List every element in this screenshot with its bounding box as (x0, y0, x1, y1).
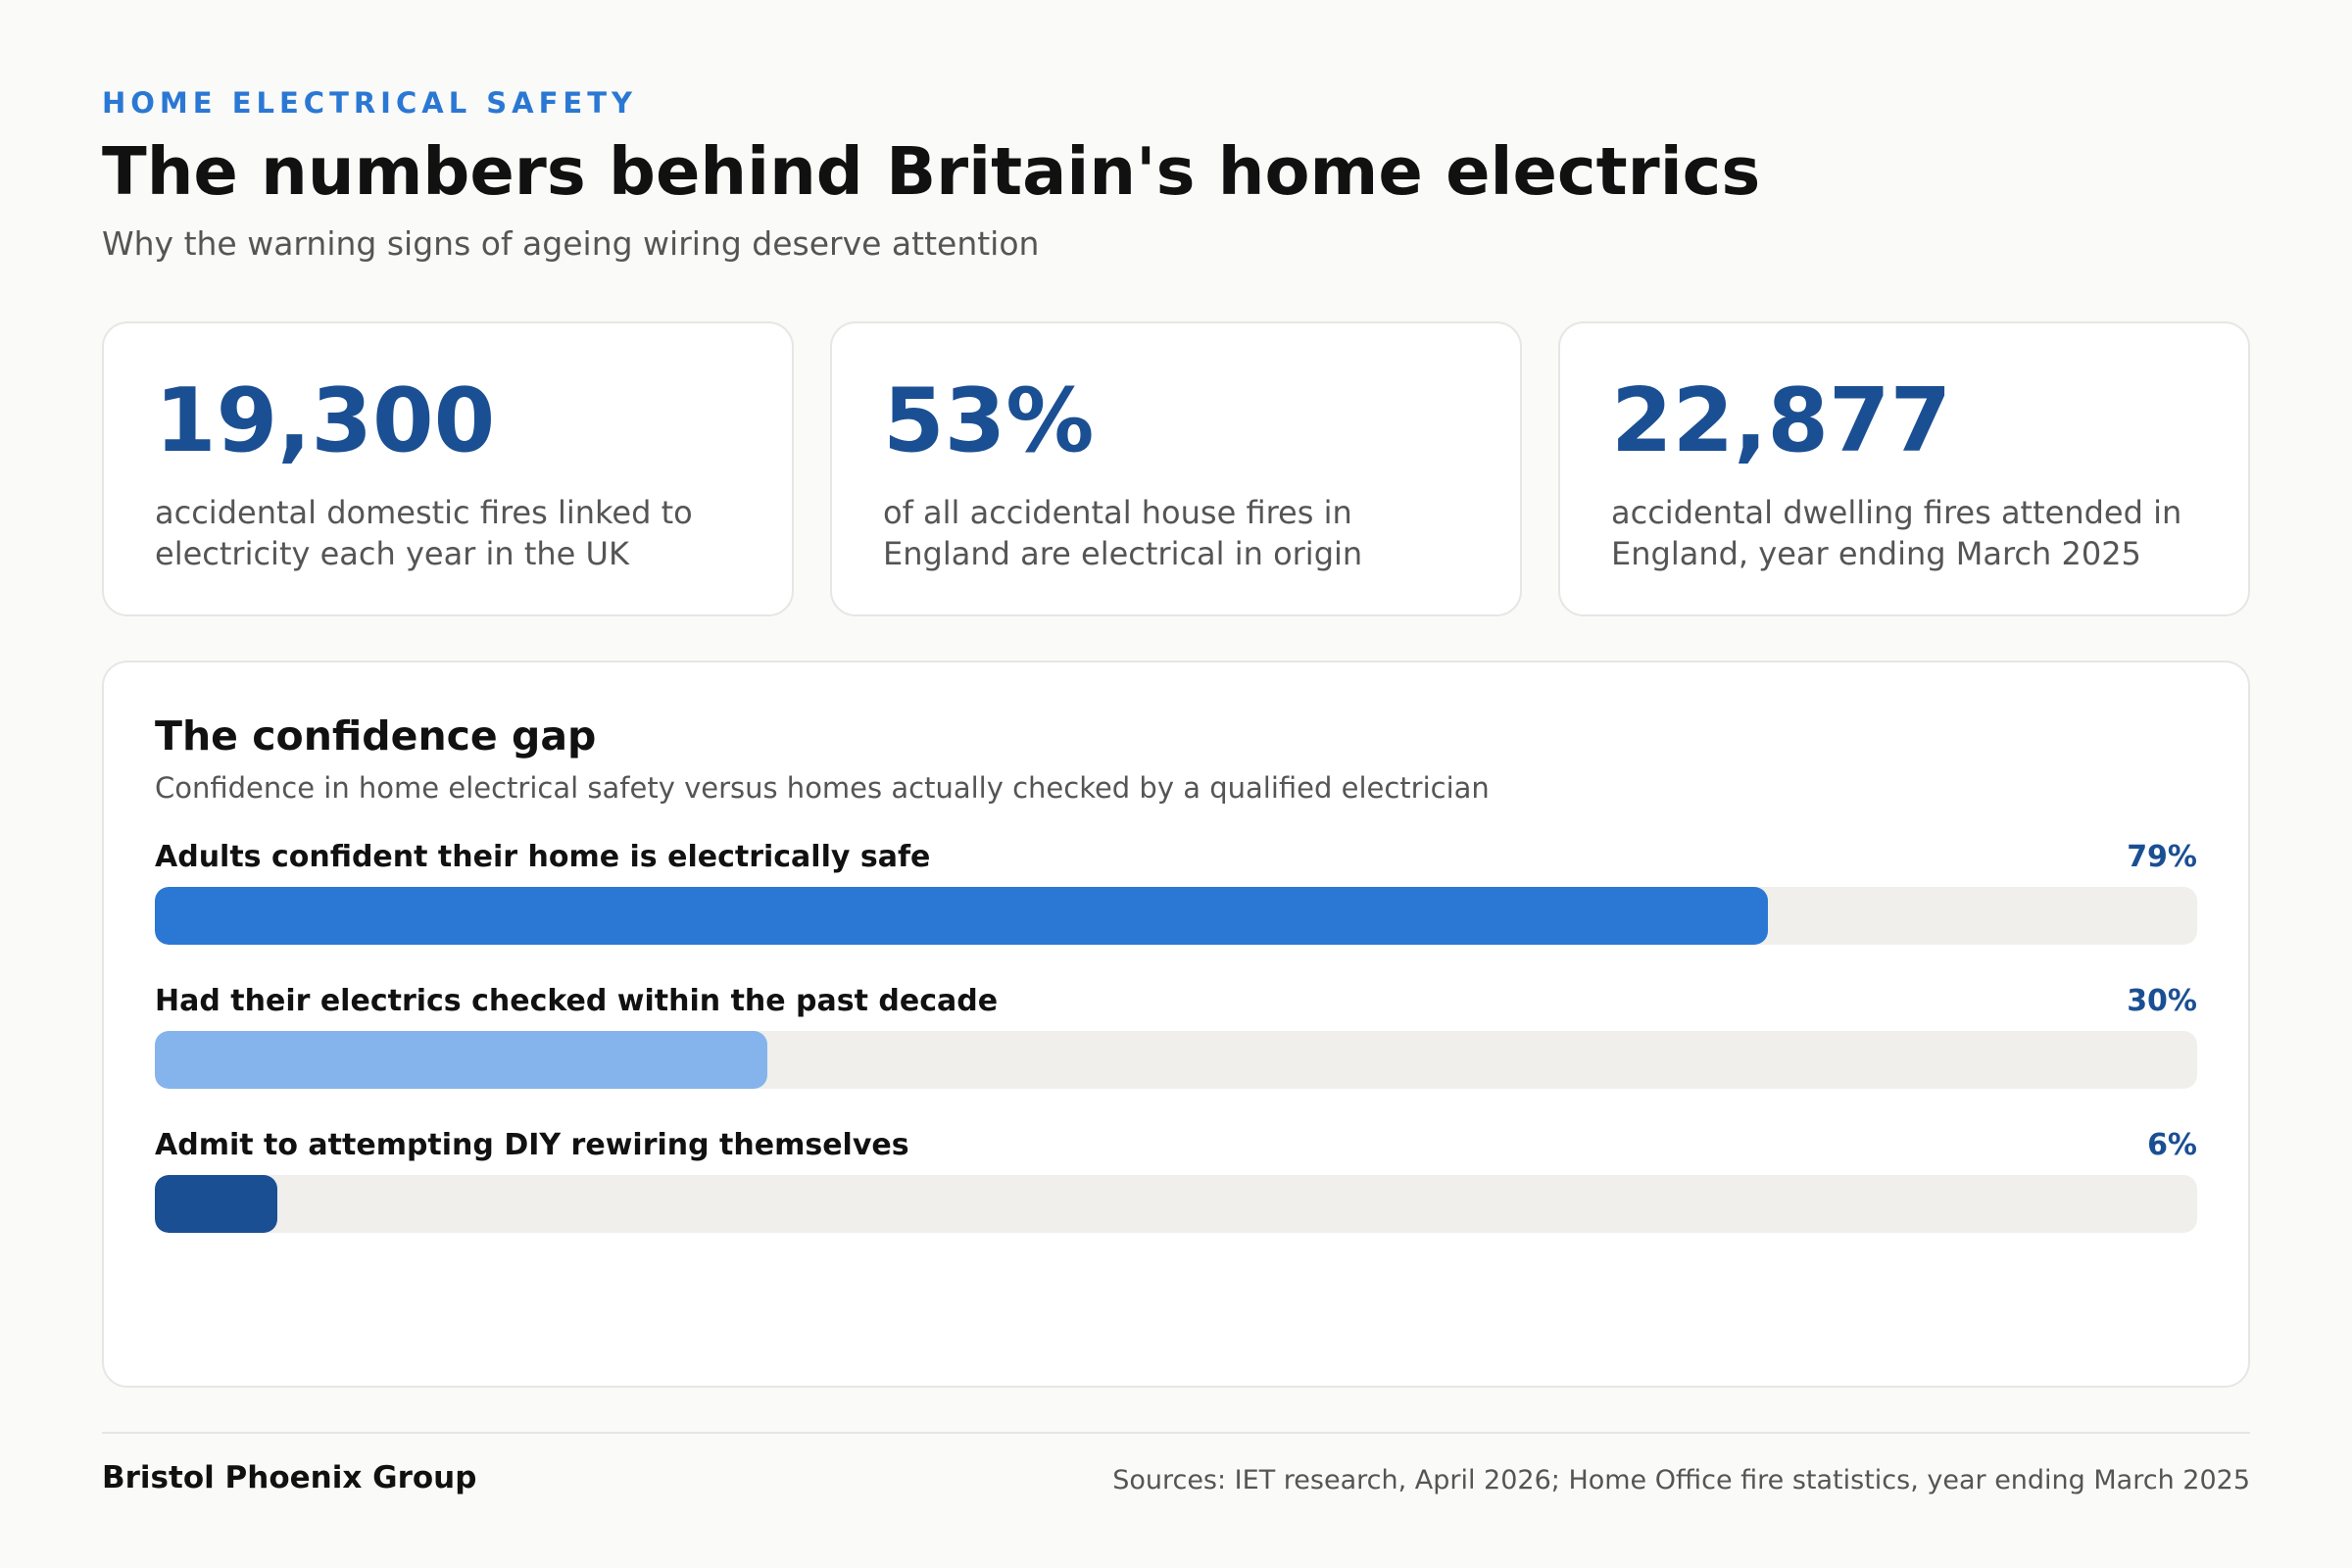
stat-card-dwelling-fires: 22,877 accidental dwelling fires attende… (1558, 321, 2250, 616)
bar-header: Adults confident their home is electrica… (155, 830, 2197, 881)
bar-fill (155, 887, 1769, 945)
bar-track (155, 887, 2197, 945)
page-title: The numbers behind Britain's home electr… (102, 133, 1761, 210)
panel-subtitle: Confidence in home electrical safety ver… (155, 771, 1490, 805)
bar-row: Had their electrics checked within the p… (155, 974, 2197, 1089)
bar-label: Admit to attempting DIY rewiring themsel… (155, 1128, 909, 1162)
bar-header: Admit to attempting DIY rewiring themsel… (155, 1118, 2197, 1169)
footer-brand: Bristol Phoenix Group (102, 1460, 477, 1495)
bar-header: Had their electrics checked within the p… (155, 974, 2197, 1025)
page-subtitle: Why the warning signs of ageing wiring d… (102, 224, 1040, 263)
stat-card-electrical-share: 53% of all accidental house fires in Eng… (830, 321, 1522, 616)
bar-value-label: 6% (2147, 1128, 2197, 1162)
panel-title: The confidence gap (155, 712, 597, 760)
footer-divider (102, 1432, 2250, 1434)
stat-value: 22,877 (1611, 369, 1952, 472)
stat-value: 19,300 (155, 369, 496, 472)
confidence-gap-panel: The confidence gap Confidence in home el… (102, 661, 2250, 1388)
stat-description: accidental dwelling fires attended in En… (1611, 494, 2182, 572)
stat-card-domestic-fires: 19,300 accidental domestic fires linked … (102, 321, 794, 616)
stat-value: 53% (883, 369, 1095, 472)
bar-value-label: 79% (2127, 840, 2197, 874)
stat-description: accidental domestic fires linked to elec… (155, 494, 693, 572)
bar-row: Admit to attempting DIY rewiring themsel… (155, 1118, 2197, 1233)
stat-cards: 19,300 accidental domestic fires linked … (102, 321, 2250, 616)
bar-chart: Adults confident their home is electrica… (155, 830, 2197, 1233)
bar-fill (155, 1175, 278, 1233)
bar-track (155, 1031, 2197, 1089)
bar-label: Adults confident their home is electrica… (155, 840, 931, 874)
bar-track (155, 1175, 2197, 1233)
stat-description: of all accidental house fires in England… (883, 494, 1363, 572)
bar-value-label: 30% (2127, 984, 2197, 1018)
footer-sources: Sources: IET research, April 2026; Home … (1112, 1465, 2250, 1495)
eyebrow-label: HOME ELECTRICAL SAFETY (102, 86, 638, 120)
bar-fill (155, 1031, 768, 1089)
bar-row: Adults confident their home is electrica… (155, 830, 2197, 945)
bar-label: Had their electrics checked within the p… (155, 984, 999, 1018)
